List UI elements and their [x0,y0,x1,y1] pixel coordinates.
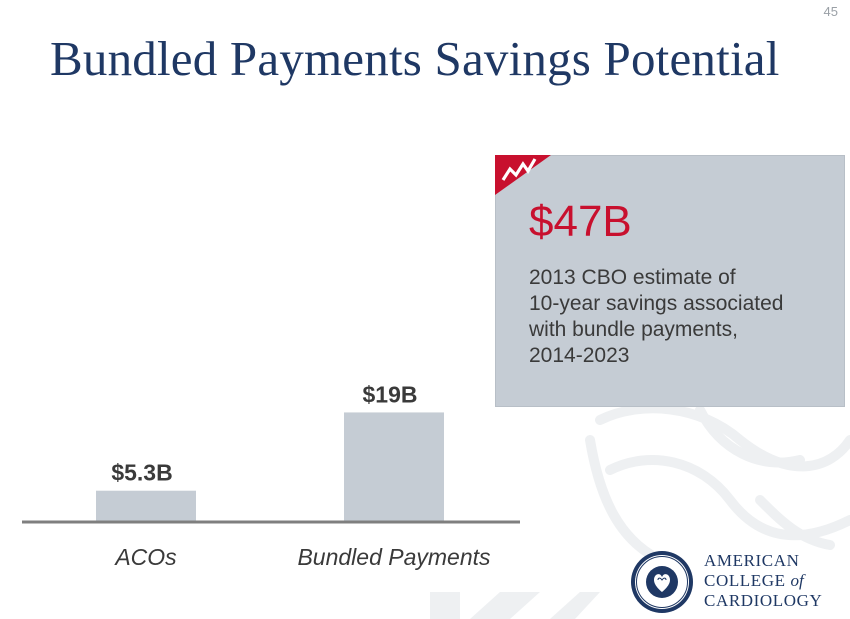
logo-line-2: COLLEGE of [704,571,804,590]
bar-acos [96,490,196,521]
callout-line: with bundle payments, [529,318,738,341]
category-label: Bundled Payments [297,544,491,570]
callout-line: 2013 CBO estimate of [529,266,736,289]
acc-seal-icon [631,551,693,613]
category-label: ACOs [113,544,177,570]
acc-wordmark: AMERICAN COLLEGE of CARDIOLOGY [704,551,822,611]
logo-line-3: CARDIOLOGY [704,591,823,610]
callout-value: $47B [529,197,632,246]
callout-line: 2014-2023 [529,344,630,367]
bar-bundled-payments [344,412,444,521]
logo-line-1: AMERICAN [704,551,800,570]
callout-line: 10-year savings associated [529,292,784,315]
callout-description: 2013 CBO estimate of 10-year savings ass… [529,265,829,369]
trend-chart-icon [495,155,551,195]
slide-title: Bundled Payments Savings Potential [50,31,780,86]
data-label: $5.3B [111,460,172,486]
page-number: 45 [823,4,838,19]
acc-logo: AMERICAN COLLEGE of CARDIOLOGY [630,548,840,614]
savings-callout: $47B 2013 CBO estimate of 10-year saving… [495,155,845,407]
bar-chart: $5.3B ACOs $19B Bundled Payments [22,381,520,570]
data-label: $19B [363,381,418,407]
